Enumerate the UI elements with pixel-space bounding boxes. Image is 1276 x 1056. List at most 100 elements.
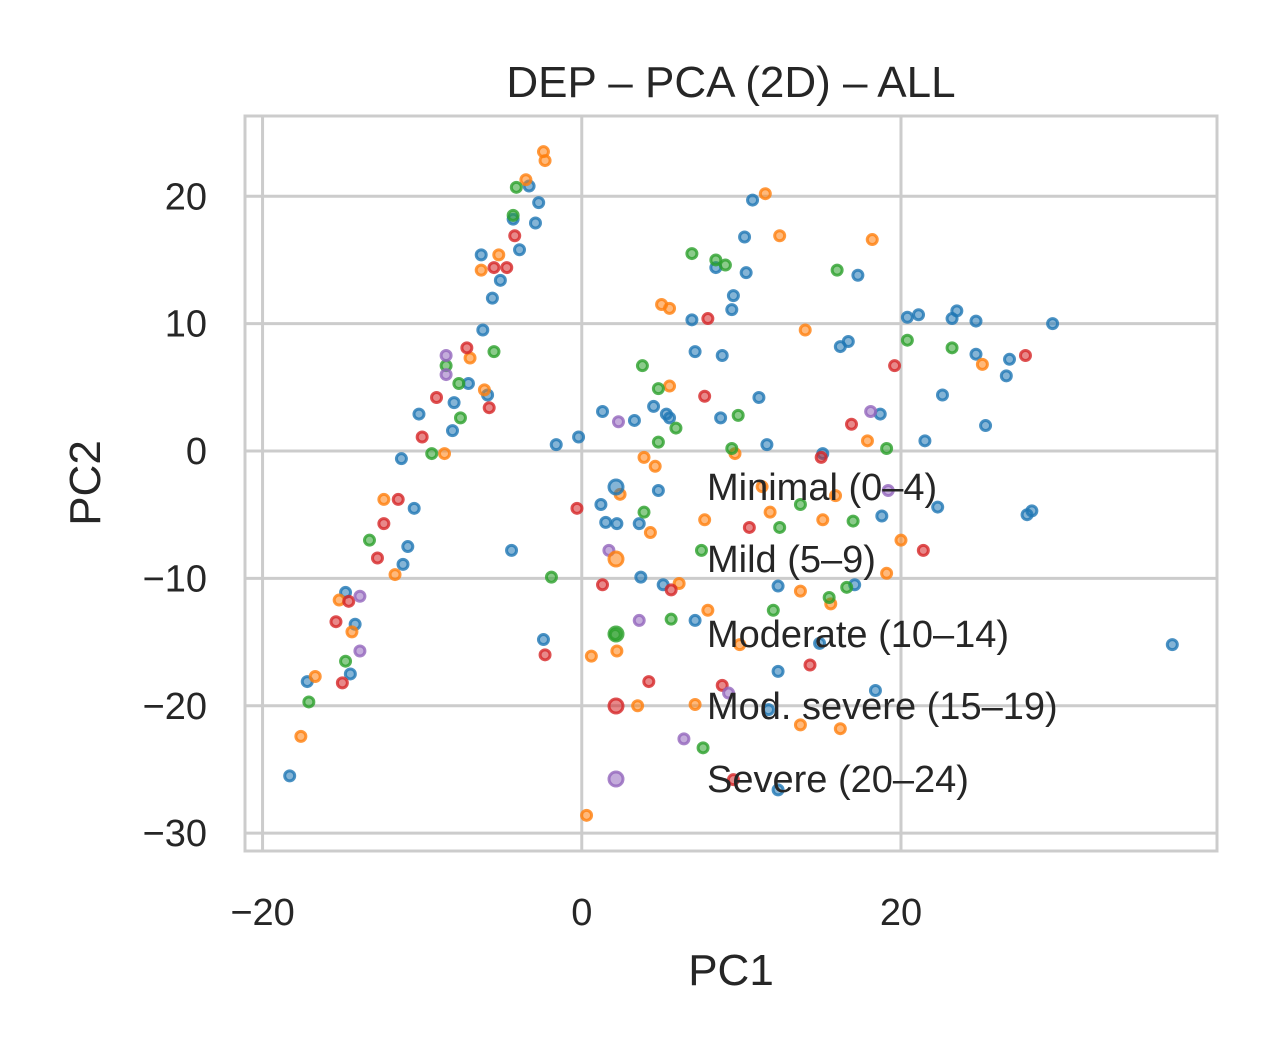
data-point <box>880 566 894 580</box>
data-point <box>766 603 780 617</box>
data-point <box>793 584 807 598</box>
legend-label: Moderate (10–14) <box>707 614 1009 656</box>
data-point <box>773 520 787 534</box>
data-point <box>634 570 648 584</box>
data-point <box>283 769 297 783</box>
data-point <box>345 625 359 639</box>
data-point <box>969 347 983 361</box>
legend-item: Mod. severe (15–19) <box>607 686 1058 728</box>
data-point <box>632 517 646 531</box>
data-point <box>493 273 507 287</box>
data-point <box>894 533 908 547</box>
y-tick-label: 10 <box>165 304 207 346</box>
data-point <box>694 543 708 557</box>
x-tick-labels: −20 0 20 <box>230 892 922 934</box>
data-point <box>718 258 732 272</box>
data-point <box>528 216 542 230</box>
data-point <box>482 401 496 415</box>
data-point <box>648 459 662 473</box>
data-point <box>377 492 391 506</box>
x-tick-label: 0 <box>571 892 592 934</box>
data-point <box>698 389 712 403</box>
x-axis-label: PC1 <box>688 946 774 995</box>
data-point <box>688 345 702 359</box>
data-point <box>840 580 854 594</box>
data-point <box>975 357 989 371</box>
data-point <box>538 648 552 662</box>
y-tick-labels: −30 −20 −10 0 10 20 <box>143 176 207 855</box>
data-point <box>627 413 641 427</box>
data-point <box>746 193 760 207</box>
data-point <box>701 312 715 326</box>
data-point <box>532 196 546 210</box>
data-point <box>725 303 739 317</box>
data-point <box>715 348 729 362</box>
data-point <box>860 434 874 448</box>
data-point <box>814 450 828 464</box>
data-point <box>335 676 349 690</box>
data-point <box>500 261 514 275</box>
legend-item: Moderate (10–14) <box>607 614 1009 656</box>
data-point <box>663 411 677 425</box>
data-point <box>570 501 584 515</box>
data-point <box>610 517 624 531</box>
data-point <box>549 438 563 452</box>
data-point <box>477 383 491 397</box>
data-points <box>283 145 1179 822</box>
data-point <box>308 669 322 683</box>
data-point <box>396 557 410 571</box>
data-point <box>771 664 785 678</box>
legend-marker <box>607 625 625 643</box>
data-point <box>771 783 785 797</box>
legend-item: Mild (5–9) <box>607 539 876 581</box>
data-point <box>841 334 855 348</box>
data-point <box>935 388 949 402</box>
data-point <box>880 441 894 455</box>
data-point <box>755 480 769 494</box>
data-point <box>731 408 745 422</box>
data-point <box>647 399 661 413</box>
x-tick-label: 20 <box>880 892 922 934</box>
data-point <box>714 411 728 425</box>
data-point <box>584 649 598 663</box>
series-2 <box>302 180 959 755</box>
data-point <box>362 533 376 547</box>
data-point <box>829 489 843 503</box>
data-point <box>401 540 415 554</box>
data-point <box>1018 348 1032 362</box>
data-point <box>969 314 983 328</box>
data-point <box>430 391 444 405</box>
data-point <box>599 515 613 529</box>
data-point <box>487 345 501 359</box>
series-3 <box>329 229 1032 787</box>
data-point <box>945 341 959 355</box>
y-tick-label: −20 <box>143 686 207 728</box>
data-point <box>474 248 488 262</box>
data-point <box>513 243 527 257</box>
data-point <box>463 351 477 365</box>
plot-frame <box>243 114 1219 853</box>
data-point <box>763 505 777 519</box>
data-point <box>508 229 522 243</box>
data-point <box>738 230 752 244</box>
legend: Minimal (0–4) Mild (5–9) Moderate (10–14) M… <box>607 467 1058 801</box>
y-tick-label: −30 <box>143 813 207 855</box>
data-point <box>688 613 702 627</box>
data-point <box>538 154 552 168</box>
data-point <box>651 382 665 396</box>
data-point <box>864 405 878 419</box>
data-point <box>888 359 902 373</box>
data-point <box>632 613 646 627</box>
data-point <box>637 505 651 519</box>
legend-label: Mod. severe (15–19) <box>707 686 1058 728</box>
data-point <box>425 447 439 461</box>
legend-marker <box>607 697 625 715</box>
data-point <box>447 396 461 410</box>
data-point <box>505 543 519 557</box>
legend-item: Severe (20–24) <box>607 759 969 801</box>
data-point <box>391 492 405 506</box>
data-point <box>506 208 520 222</box>
y-tick-label: −10 <box>143 558 207 600</box>
data-point <box>726 289 740 303</box>
y-tick-label: 20 <box>165 176 207 218</box>
